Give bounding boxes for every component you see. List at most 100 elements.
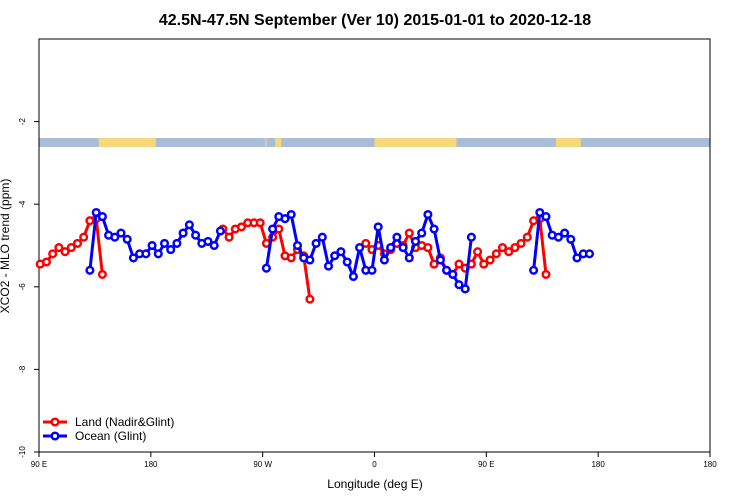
y-tick-label: -8 <box>18 365 27 373</box>
data-point <box>535 207 545 218</box>
data-point <box>153 249 163 259</box>
y-tick-label: -6 <box>18 283 27 291</box>
series-ocean <box>85 207 595 294</box>
data-point <box>48 249 58 259</box>
data-point <box>209 240 219 251</box>
data-point <box>268 224 278 234</box>
data-point <box>355 243 365 253</box>
y-tick-label: -4 <box>18 200 27 208</box>
land-band <box>374 138 457 147</box>
data-point <box>122 234 132 244</box>
data-point <box>236 222 247 232</box>
data-point <box>466 232 476 242</box>
data-point <box>286 253 296 263</box>
y-tick-label: -10 <box>18 446 27 458</box>
data-point <box>504 247 514 257</box>
data-point <box>342 257 352 267</box>
data-point <box>584 249 595 259</box>
data-point <box>410 236 421 246</box>
x-tick-label: 90 E <box>31 460 47 469</box>
data-point <box>54 243 64 253</box>
y-tick-label: -2 <box>18 117 27 125</box>
legend-marker <box>50 431 60 441</box>
data-point <box>172 238 182 248</box>
land-band <box>275 138 282 147</box>
data-point <box>336 247 346 257</box>
data-point <box>159 238 170 248</box>
data-point <box>529 265 539 275</box>
data-point <box>147 240 157 251</box>
data-point <box>361 238 371 248</box>
data-point <box>97 269 107 279</box>
data-point <box>215 226 225 236</box>
data-point <box>79 232 89 242</box>
data-point <box>553 232 563 242</box>
data-point <box>423 209 433 220</box>
data-point <box>417 228 427 238</box>
data-point <box>141 249 151 259</box>
data-point <box>522 232 532 242</box>
data-point <box>317 232 327 242</box>
legend-marker <box>50 417 60 427</box>
data-point <box>110 232 120 242</box>
data-point <box>41 257 52 267</box>
y-axis-title: XCO2 - MLO trend (ppm) <box>0 179 12 314</box>
data-point <box>255 218 265 228</box>
data-point <box>566 234 576 244</box>
data-point <box>479 259 489 269</box>
x-tick-label: 90 E <box>478 460 494 469</box>
data-point <box>516 238 526 248</box>
data-point <box>330 251 340 261</box>
data-point <box>166 245 176 255</box>
data-point <box>286 209 296 220</box>
data-point <box>379 255 389 265</box>
legend: Land (Nadir&Glint)Ocean (Glint) <box>43 415 174 443</box>
data-point <box>203 236 213 246</box>
data-point <box>184 220 194 230</box>
land-band <box>265 138 267 147</box>
data-point <box>72 238 83 248</box>
x-axis-ticks: 90 E 180 90 W 0 90 E 180 180 <box>31 452 717 469</box>
data-point <box>435 255 445 265</box>
x-tick-label: 180 <box>144 460 158 469</box>
land-band <box>555 138 581 147</box>
data-point <box>323 261 334 271</box>
legend-label: Land (Nadir&Glint) <box>75 415 174 429</box>
data-point <box>560 228 570 238</box>
data-point <box>224 232 234 242</box>
data-point <box>423 243 433 253</box>
data-point <box>305 255 315 265</box>
data-point <box>398 243 408 253</box>
data-point <box>460 284 470 294</box>
x-tick-label: 90 W <box>253 460 272 469</box>
legend-label: Ocean (Glint) <box>75 429 146 443</box>
data-point <box>116 228 126 238</box>
x-tick-label: 180 <box>703 460 717 469</box>
data-point <box>60 247 70 257</box>
data-point <box>429 224 439 234</box>
chart-title: 42.5N-47.5N September (Ver 10) 2015-01-0… <box>159 12 591 29</box>
data-point <box>442 265 452 275</box>
data-point <box>541 212 551 222</box>
data-point <box>404 253 414 263</box>
x-tick-label: 180 <box>591 460 605 469</box>
data-point <box>305 294 315 304</box>
data-point <box>473 247 483 257</box>
data-point <box>448 269 458 279</box>
land-band <box>98 138 156 147</box>
data-point <box>191 230 201 240</box>
data-point <box>261 263 271 273</box>
data-point <box>91 207 101 218</box>
data-point <box>429 259 439 269</box>
data-point <box>404 228 414 238</box>
data-point <box>348 271 358 282</box>
data-point <box>454 259 464 269</box>
data-point <box>128 253 138 263</box>
data-point <box>454 280 464 290</box>
data-point <box>392 232 402 242</box>
land-ocean-mask-band <box>39 138 710 147</box>
data-point <box>178 228 188 238</box>
data-point <box>367 265 377 275</box>
data-point <box>572 253 582 263</box>
data-point <box>485 255 495 265</box>
